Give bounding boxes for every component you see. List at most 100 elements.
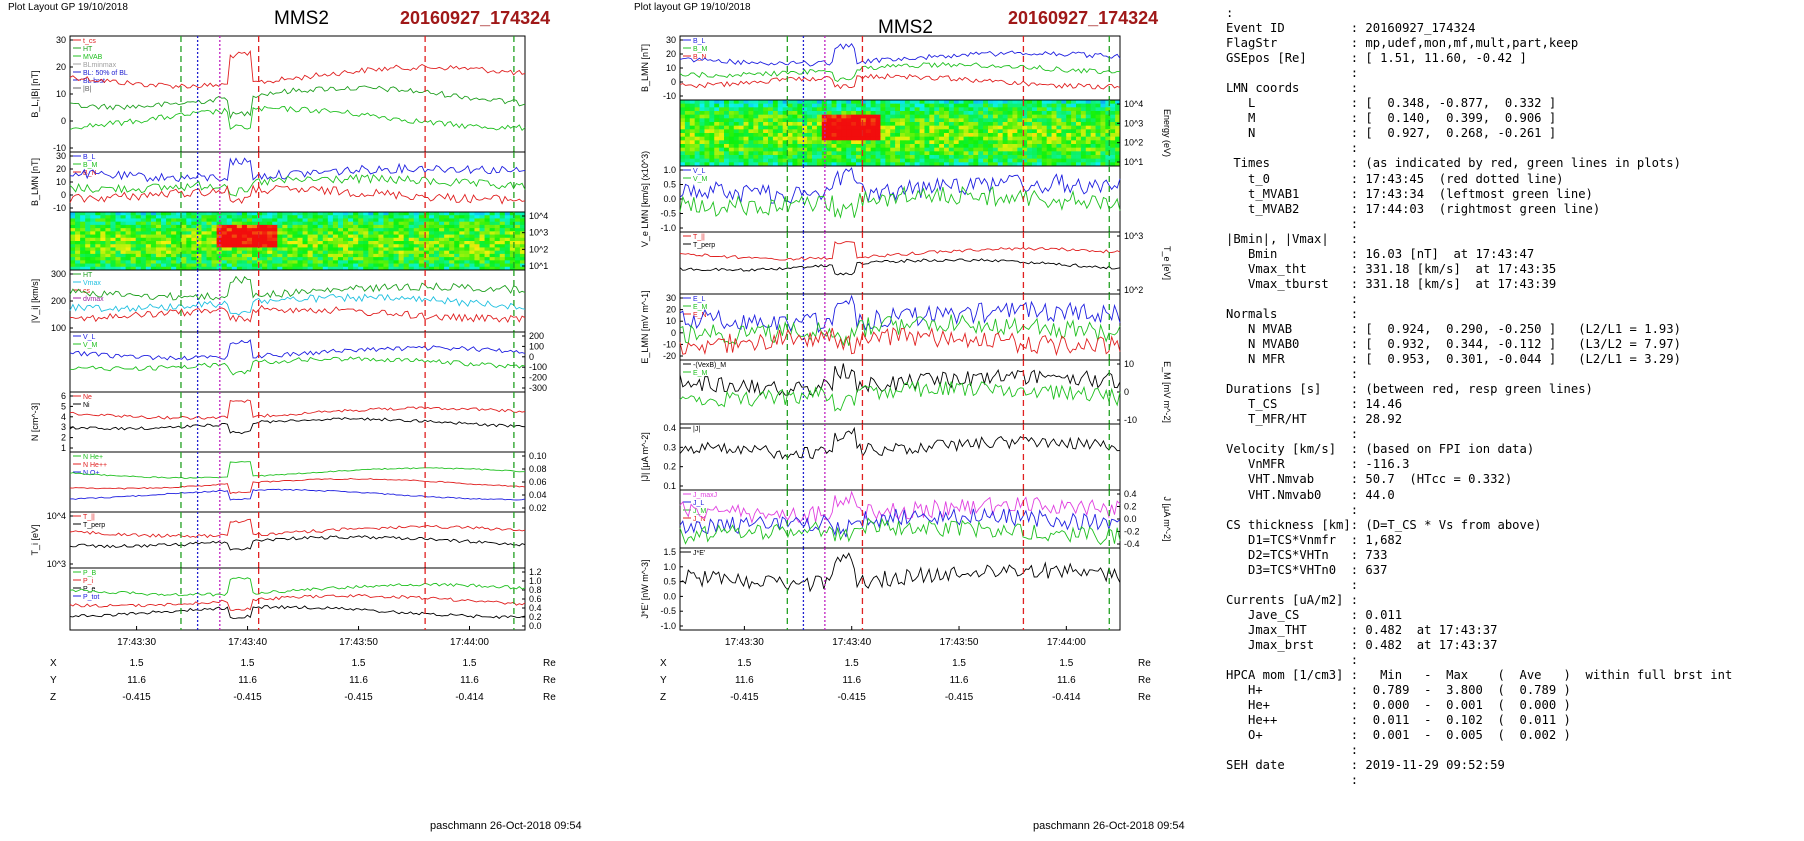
ephem-value: 11.6 — [238, 675, 257, 686]
ephem-unit: Re — [1138, 658, 1151, 669]
y-tick-label: 0.2 — [1124, 502, 1137, 512]
legend-label: Vmax — [83, 280, 101, 287]
y-tick-label: 10^1 — [529, 261, 548, 271]
ephem-value: 1.5 — [952, 658, 966, 669]
series-line — [679, 327, 1121, 357]
series-line — [679, 61, 1121, 83]
ephem-value: 1.5 — [130, 658, 144, 669]
y-tick-label: 0.5 — [663, 577, 676, 587]
y-tick-label: 20 — [56, 164, 66, 174]
y-tick-label: 10^3 — [1124, 231, 1143, 241]
summary-line: SEH date : 2019-11-29 09:52:59 — [1226, 758, 1505, 773]
ephem-value: -0.415 — [344, 692, 373, 703]
series-line — [679, 363, 1121, 396]
y-tick-label: -10 — [663, 91, 676, 101]
panel-7: 0.4 0.3 0.2 0.1 |J| [μA m^-2] |J| — [640, 423, 1121, 491]
x-tick-label: 17:43:30 — [725, 637, 764, 648]
y-tick-label: 1.5 — [663, 547, 676, 557]
ephem-unit: Re — [543, 692, 556, 703]
panel-9: 1.21.00.80.60.40.20.0P [nPa]P_BP_iP_eP_t… — [69, 567, 542, 631]
y-tick-label: 0.0 — [529, 621, 542, 631]
panel-frame — [679, 35, 1121, 101]
series-line — [69, 477, 526, 495]
summary-line: : — [1226, 743, 1359, 758]
y-tick-label: 30 — [666, 293, 676, 303]
panel-9: 1.5 1.0 0.5 0.0 -0.5 -1.0 J*E' [nW m^-3] J*E' — [640, 547, 1121, 631]
summary-line: Jmax_THT : 0.482 at 17:43:37 — [1226, 622, 1498, 637]
series-line — [679, 241, 1121, 261]
summary-line: HPCA mom [1/cm3] : Min - Max ( Ave ) wit… — [1226, 668, 1733, 683]
y-tick-label: 0 — [671, 77, 676, 87]
ephem-value: 11.6 — [127, 675, 146, 686]
legend-label: P_B — [83, 570, 97, 577]
y-tick-label: 1 — [61, 443, 66, 453]
middle-event-id: 20160927_174324 — [1008, 8, 1159, 28]
series-line — [69, 173, 526, 197]
x-tick-label: 17:43:50 — [940, 637, 979, 648]
summary-line: FlagStr : mp,udef,mon,mf,mult,part,keep — [1226, 36, 1579, 51]
summary-line: t_MVAB2 : 17:44:03 (rightmost green line… — [1226, 201, 1601, 216]
y-tick-label: 1.0 — [663, 165, 676, 175]
y-tick-label: 0.06 — [529, 477, 547, 487]
y-tick-label: 10 — [56, 89, 66, 99]
y-tick-label: 100 — [51, 323, 66, 333]
legend-label: HT — [83, 272, 93, 279]
y-tick-label: 20 — [666, 305, 676, 315]
series-line — [69, 535, 526, 551]
series-line — [69, 488, 526, 501]
series-line — [69, 399, 526, 420]
legend-label: t_cs — [83, 38, 96, 45]
legend-label: E_M — [693, 370, 708, 377]
legend-label: J*E' — [693, 550, 705, 557]
y-tick-label: 10 — [666, 316, 676, 326]
ephem-unit: Re — [1138, 692, 1151, 703]
panel-frame — [679, 231, 1121, 295]
summary-line: N MVAB0 : [ 0.932, 0.344, -0.112 ] (L3/L… — [1226, 337, 1681, 352]
y-tick-label: -0.2 — [1124, 527, 1140, 537]
ephem-value: -0.415 — [838, 692, 867, 703]
panel-7: 0.100.080.060.040.02N_i [cm^-3]N He+N He… — [69, 451, 547, 513]
summary-line: D2=TCS*VHTn : 733 — [1226, 547, 1388, 562]
summary-line: VHT.Nmvab0 : 44.0 — [1226, 487, 1395, 502]
y-tick-label: 10 — [56, 177, 66, 187]
x-tick-label: 17:43:40 — [832, 637, 871, 648]
legend-label: T_perp — [693, 242, 715, 249]
legend-label: BLminmax — [83, 62, 117, 69]
y-tick-label: 4 — [61, 412, 66, 422]
series-line — [69, 275, 526, 301]
y-tick-label: -20 — [663, 351, 676, 361]
y-tick-label: 10 — [666, 63, 676, 73]
y-axis-label: J*E' [nW m^-3] — [640, 560, 650, 619]
summary-line: T_CS : 14.46 — [1226, 397, 1403, 412]
y-tick-label: 300 — [51, 269, 66, 279]
y-tick-label: -10 — [53, 143, 66, 153]
legend-label: V_L — [693, 168, 706, 175]
y-axis-label: N [cm^-3] — [30, 403, 40, 441]
left-title: MMS2 — [274, 8, 329, 29]
series-line — [679, 43, 1121, 67]
ephem-unit: Re — [543, 658, 556, 669]
y-tick-label: -10 — [1124, 415, 1137, 425]
x-tick-label: 17:43:30 — [117, 637, 156, 648]
series-line — [69, 49, 526, 90]
series-line — [69, 105, 526, 132]
panel-1: 30 20 10 0 -10 B_LMN [nT] B_LB_MB_N — [640, 35, 1121, 101]
y-tick-label: 10^2 — [529, 244, 548, 254]
summary-line: : — [1226, 773, 1359, 788]
legend-label: P_e — [83, 586, 96, 593]
y-tick-label: -200 — [529, 373, 547, 383]
series-line — [679, 426, 1121, 460]
summary-line: N MFR : [ 0.953, 0.301, -0.044 ] (L2/L1 … — [1226, 352, 1681, 367]
ephem-value: -0.414 — [455, 692, 484, 703]
y-tick-label: 10^3 — [529, 228, 548, 238]
summary-line: T_MFR/HT : 28.92 — [1226, 412, 1403, 427]
panel-2: 30 20 10 0 -10 B_LMN [nT] B_LB_MB_N — [30, 151, 526, 213]
legend-label: MVAB — [83, 54, 103, 61]
summary-line: : — [1226, 427, 1359, 442]
y-tick-label: 1.0 — [529, 576, 542, 586]
ephem-unit: Re — [1138, 675, 1151, 686]
